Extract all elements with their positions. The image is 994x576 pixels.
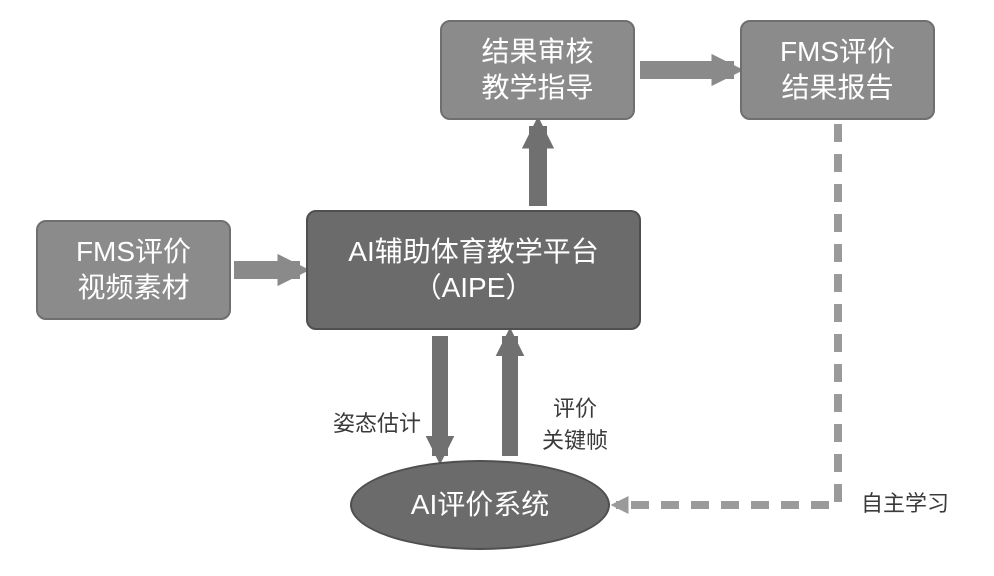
label-keyframe: 评价 关键帧 bbox=[530, 365, 620, 455]
node-ai-system: AI评价系统 bbox=[350, 460, 610, 550]
node-fms-video: FMS评价 视频素材 bbox=[36, 220, 231, 320]
node-review-label: 结果审核 教学指导 bbox=[481, 34, 593, 107]
node-review: 结果审核 教学指导 bbox=[440, 20, 635, 120]
label-pose-estimation: 姿态估计 bbox=[322, 380, 432, 438]
node-report: FMS评价 结果报告 bbox=[740, 20, 935, 120]
label-self-learning: 自主学习 bbox=[850, 460, 960, 518]
node-ai-system-label: AI评价系统 bbox=[411, 487, 549, 523]
diagram-canvas: FMS评价 视频素材 AI辅助体育教学平台 （AIPE） 结果审核 教学指导 F… bbox=[0, 0, 994, 576]
node-fms-video-label: FMS评价 视频素材 bbox=[76, 234, 191, 307]
node-report-label: FMS评价 结果报告 bbox=[780, 34, 895, 107]
node-aipe: AI辅助体育教学平台 （AIPE） bbox=[306, 210, 641, 330]
node-aipe-label: AI辅助体育教学平台 （AIPE） bbox=[348, 234, 598, 307]
edge-e-report-ai-dash bbox=[616, 124, 838, 505]
